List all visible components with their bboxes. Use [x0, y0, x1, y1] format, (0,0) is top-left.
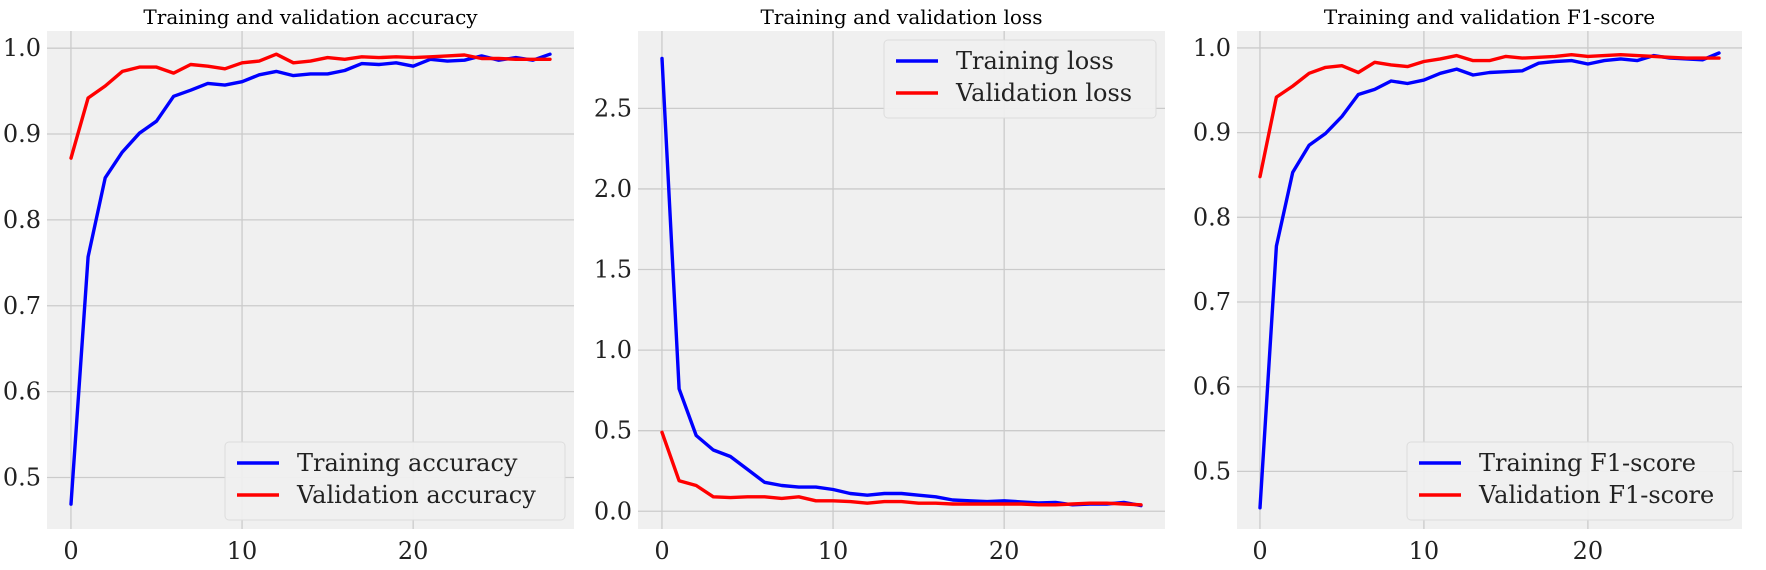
x-tick-label: 0 — [654, 537, 669, 565]
y-tick-label: 1.0 — [3, 34, 41, 62]
legend-label: Validation F1-score — [1478, 481, 1714, 509]
x-tick-label: 10 — [227, 537, 258, 565]
series-line-validation — [660, 430, 1143, 507]
y-tick-label: 0.8 — [1193, 203, 1231, 231]
x-tick-label: 10 — [818, 537, 849, 565]
legend: Training accuracy Validation accuracy — [224, 441, 566, 521]
series-line-validation — [1258, 53, 1721, 179]
legend-label: Validation loss — [955, 79, 1132, 107]
chart-title: Training and validation accuracy — [143, 5, 478, 29]
x-tick-label: 20 — [1573, 537, 1604, 565]
chart-title: Training and validation F1-score — [1324, 5, 1655, 29]
y-tick-label: 0.5 — [594, 417, 632, 445]
x-tick-label: 20 — [989, 537, 1020, 565]
legend-label: Training F1-score — [1479, 449, 1696, 477]
y-tick-label: 0.7 — [1193, 288, 1231, 316]
legend-box — [224, 441, 566, 521]
y-tick-label: 1.5 — [594, 256, 632, 284]
y-tick-label: 0.5 — [3, 463, 41, 491]
x-tick-label: 10 — [1409, 537, 1440, 565]
chart-title: Training and validation loss — [761, 5, 1043, 29]
y-tick-label: 0.8 — [3, 206, 41, 234]
legend-label: Validation accuracy — [296, 481, 536, 509]
y-tick-label: 0.5 — [1193, 457, 1231, 485]
legend: Training F1-score Validation F1-score — [1406, 441, 1734, 521]
legend-box — [1406, 441, 1734, 521]
y-tick-label: 0.6 — [1193, 373, 1231, 401]
y-tick-label: 1.0 — [1193, 34, 1231, 62]
series-line-validation — [69, 52, 552, 160]
x-tick-label: 0 — [63, 537, 78, 565]
series-line-training — [1258, 51, 1721, 510]
legend-label: Training accuracy — [297, 449, 518, 477]
legend-box — [883, 39, 1157, 119]
y-tick-label: 2.5 — [594, 94, 632, 122]
x-tick-label: 20 — [398, 537, 429, 565]
legend: Training loss Validation loss — [883, 39, 1157, 119]
y-tick-label: 1.0 — [594, 336, 632, 364]
legend-label: Training loss — [956, 47, 1114, 75]
y-tick-label: 0.9 — [3, 120, 41, 148]
series-line-training — [69, 52, 552, 506]
chart-panel-3: Training and validation F1-score 0 10 20 0.5… — [1193, 5, 1742, 565]
y-tick-label: 2.0 — [594, 175, 632, 203]
x-tick-label: 0 — [1252, 537, 1267, 565]
y-tick-label: 0.6 — [3, 378, 41, 406]
chart-panel-1: Training and validation accuracy 0 10 20 0.5… — [3, 5, 574, 565]
y-tick-label: 0.0 — [594, 497, 632, 525]
y-tick-label: 0.7 — [3, 292, 41, 320]
chart-panel-2: Training and validation loss 0 10 20 0.0 0.5 1… — [594, 5, 1165, 565]
y-tick-label: 0.9 — [1193, 119, 1231, 147]
